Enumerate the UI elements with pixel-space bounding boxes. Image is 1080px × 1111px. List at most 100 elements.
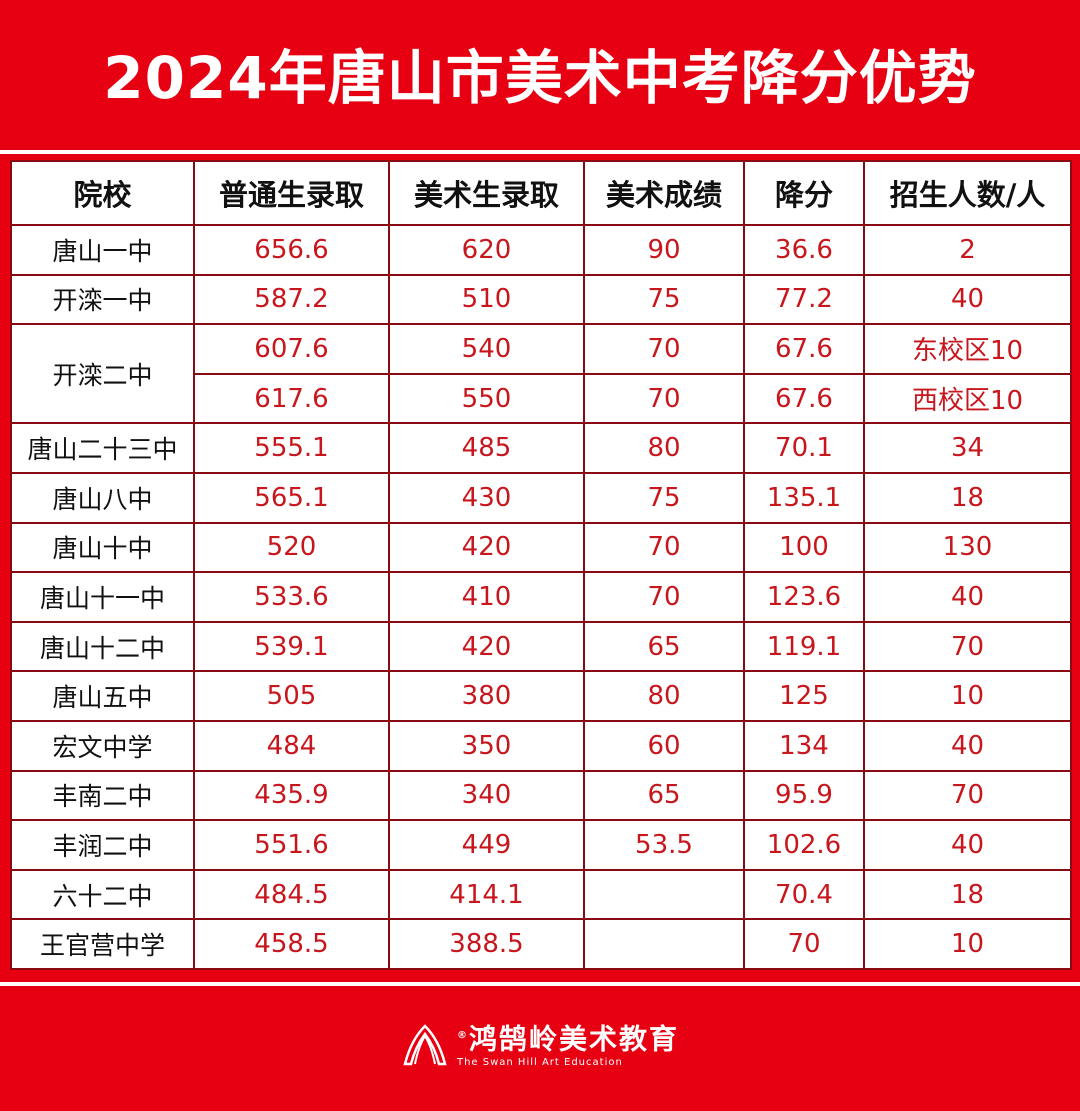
art-score-cell (583, 868, 745, 921)
regular-admission-cell: 533.6 (193, 571, 390, 623)
enrollment-cell: 18 (863, 471, 1072, 524)
score-reduction-cell: 135.1 (743, 471, 865, 524)
art-score-cell: 90 (583, 224, 745, 276)
score-reduction-cell: 70.1 (743, 422, 865, 474)
table-row: 唐山十一中 533.6 410 70 123.6 40 (10, 571, 1072, 623)
header-school: 院校 (10, 160, 195, 226)
table-row: 唐山五中 505 380 80 125 10 (10, 670, 1072, 722)
swan-logo-icon (403, 1024, 447, 1066)
table-row: 唐山一中 656.6 620 90 36.6 2 (10, 224, 1072, 276)
admission-table-container: 院校 普通生录取 美术生录取 美术成绩 降分 招生人数/人 唐山一中 656.6 6… (10, 160, 1072, 970)
table-header-row: 院校 普通生录取 美术生录取 美术成绩 降分 招生人数/人 (10, 160, 1072, 226)
school-name-cell: 开滦一中 (10, 273, 195, 326)
regular-admission-cell: 656.6 (193, 224, 390, 276)
school-name-cell: 唐山十二中 (10, 620, 195, 673)
admission-table: 院校 普通生录取 美术生录取 美术成绩 降分 招生人数/人 唐山一中 656.6 6… (10, 160, 1072, 970)
score-reduction-cell: 77.2 (743, 273, 865, 326)
score-reduction-cell: 123.6 (743, 571, 865, 623)
art-admission-cell: 510 (388, 273, 585, 326)
enrollment-cell: 10 (863, 670, 1072, 722)
table-row: 开滦一中 587.2 510 75 77.2 40 (10, 273, 1072, 326)
enrollment-cell: 40 (863, 273, 1072, 326)
regular-admission-cell: 484 (193, 719, 390, 772)
table-row: 唐山十中 520 420 70 100 130 (10, 521, 1072, 574)
art-score-cell: 65 (583, 769, 745, 822)
art-admission-cell: 350 (388, 719, 585, 772)
score-reduction-cell: 125 (743, 670, 865, 722)
art-admission-cell: 550 (388, 372, 585, 425)
art-admission-cell: 420 (388, 620, 585, 673)
header-enrollment: 招生人数/人 (863, 160, 1072, 226)
school-name-cell: 王官营中学 (10, 918, 195, 970)
regular-admission-cell: 587.2 (193, 273, 390, 326)
art-admission-cell: 410 (388, 571, 585, 623)
school-name-cell: 丰润二中 (10, 819, 195, 871)
table-row: 王官营中学 458.5 388.5 70 10 (10, 918, 1072, 970)
table-row: 唐山八中 565.1 430 75 135.1 18 (10, 471, 1072, 524)
art-score-cell: 70 (583, 323, 745, 375)
school-name-cell: 六十二中 (10, 868, 195, 921)
regular-admission-cell: 555.1 (193, 422, 390, 474)
header-score-reduction: 降分 (743, 160, 865, 226)
score-reduction-cell: 100 (743, 521, 865, 574)
art-admission-cell: 430 (388, 471, 585, 524)
art-admission-cell: 420 (388, 521, 585, 574)
school-name-cell: 唐山八中 (10, 471, 195, 524)
school-name-cell: 宏文中学 (10, 719, 195, 772)
art-score-cell: 53.5 (583, 819, 745, 871)
enrollment-cell: 10 (863, 918, 1072, 970)
score-reduction-cell: 36.6 (743, 224, 865, 276)
header-art-admission: 美术生录取 (388, 160, 585, 226)
score-reduction-cell: 70 (743, 918, 865, 970)
enrollment-cell: 70 (863, 769, 1072, 822)
enrollment-cell: 40 (863, 719, 1072, 772)
enrollment-cell: 40 (863, 571, 1072, 623)
score-reduction-cell: 95.9 (743, 769, 865, 822)
table-row: 丰南二中 435.9 340 65 95.9 70 (10, 769, 1072, 822)
regular-admission-cell: 484.5 (193, 868, 390, 921)
page-title: 2024年唐山市美术中考降分优势 (103, 43, 977, 112)
score-reduction-cell: 67.6 (743, 372, 865, 425)
art-admission-cell: 380 (388, 670, 585, 722)
art-admission-cell: 449 (388, 819, 585, 871)
regular-admission-cell: 458.5 (193, 918, 390, 970)
art-score-cell: 70 (583, 521, 745, 574)
table-row: 六十二中 484.5 414.1 70.4 18 (10, 868, 1072, 921)
regular-admission-cell: 539.1 (193, 620, 390, 673)
regular-admission-cell: 520 (193, 521, 390, 574)
art-admission-cell: 485 (388, 422, 585, 474)
regular-admission-cell: 607.6 (193, 323, 390, 375)
header-art-score: 美术成绩 (583, 160, 745, 226)
school-name-cell: 唐山一中 (10, 224, 195, 276)
score-reduction-cell: 119.1 (743, 620, 865, 673)
divider-bottom (0, 982, 1080, 986)
art-score-cell: 60 (583, 719, 745, 772)
brand-name-en: The Swan Hill Art Education (456, 1056, 623, 1068)
art-score-cell: 70 (583, 372, 745, 425)
school-name-cell: 唐山十中 (10, 521, 195, 574)
art-admission-cell: 388.5 (388, 918, 585, 970)
brand-logo: ®鸿鹄岭美术教育 The Swan Hill Art Education (0, 1015, 1080, 1075)
enrollment-cell: 18 (863, 868, 1072, 921)
art-admission-cell: 340 (388, 769, 585, 822)
table-row: 唐山十二中 539.1 420 65 119.1 70 (10, 620, 1072, 673)
score-reduction-cell: 67.6 (743, 323, 865, 375)
table-row: 丰润二中 551.6 449 53.5 102.6 40 (10, 819, 1072, 871)
art-admission-cell: 414.1 (388, 868, 585, 921)
enrollment-cell: 70 (863, 620, 1072, 673)
art-score-cell: 75 (583, 471, 745, 524)
registered-mark: ® (456, 1030, 469, 1042)
regular-admission-cell: 617.6 (193, 372, 390, 425)
school-name-cell: 唐山十一中 (10, 571, 195, 623)
art-score-cell: 80 (583, 670, 745, 722)
brand-name-cn: ®鸿鹄岭美术教育 (457, 1020, 679, 1055)
regular-admission-cell: 565.1 (193, 471, 390, 524)
divider-top (0, 150, 1080, 154)
school-name-cell: 丰南二中 (10, 769, 195, 822)
header-regular-admission: 普通生录取 (193, 160, 390, 226)
regular-admission-cell: 505 (193, 670, 390, 722)
table-row: 宏文中学 484 350 60 134 40 (10, 719, 1072, 772)
regular-admission-cell: 551.6 (193, 819, 390, 871)
enrollment-cell: 130 (863, 521, 1072, 574)
table-row: 开滦二中 607.6 540 70 67.6 东校区10 (10, 323, 1072, 425)
